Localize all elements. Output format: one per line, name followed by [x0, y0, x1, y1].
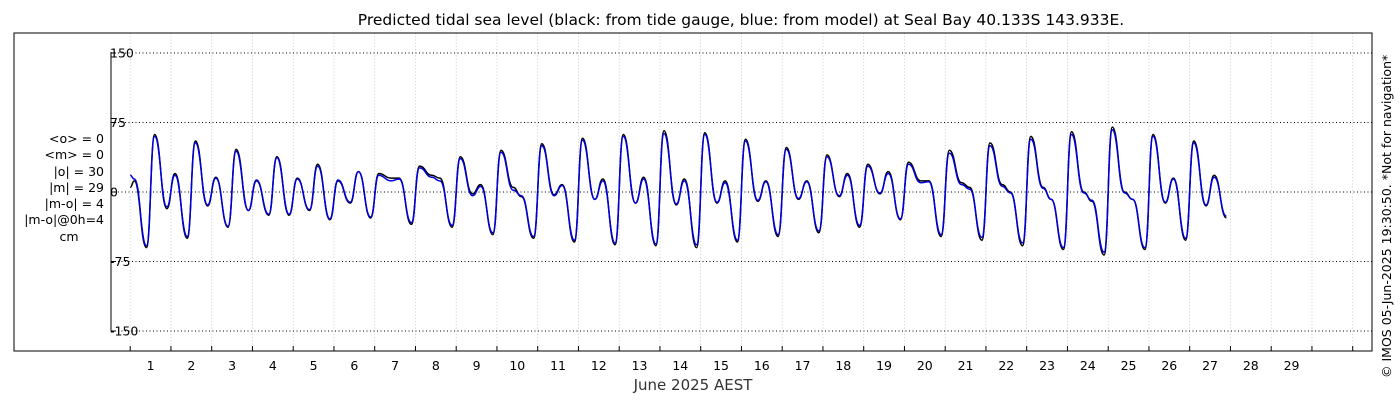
- x-tick-label: 13: [632, 358, 648, 373]
- stat-mean-observed: <o> = 0: [49, 131, 104, 146]
- x-tick-label: 23: [1039, 358, 1055, 373]
- x-tick-label: 8: [432, 358, 440, 373]
- x-tick-label: 12: [591, 358, 607, 373]
- stat-abs-diff-0h: |m-o|@0h=4: [24, 212, 104, 228]
- y-tick-label: 150: [110, 46, 134, 61]
- x-tick-label: 11: [550, 358, 566, 373]
- x-tick-label: 24: [1080, 358, 1096, 373]
- chart-title: Predicted tidal sea level (black: from t…: [358, 11, 1124, 29]
- y-tick-label: 75: [110, 115, 126, 130]
- x-tick-label: 1: [147, 358, 155, 373]
- x-tick-label: 25: [1121, 358, 1137, 373]
- x-tick-label: 22: [998, 358, 1014, 373]
- x-tick-label: 2: [187, 358, 195, 373]
- stat-mean-model: <m> = 0: [44, 147, 105, 163]
- x-tick-label: 14: [672, 358, 688, 373]
- stat-abs-diff: |m-o| = 4: [44, 196, 104, 212]
- y-tick-label: 0: [110, 185, 118, 200]
- x-tick-label: 15: [713, 358, 729, 373]
- y-tick-label: -150: [110, 324, 138, 339]
- x-tick-label: 18: [835, 358, 851, 373]
- y-tick-label: -75: [110, 254, 130, 269]
- x-axis: 1 2 3 4 5 6 7 8 9 10 11 12 13 14 15 16 17 18 19 20 21 22 23 24 2…: [129, 346, 1354, 373]
- x-tick-label: 21: [958, 358, 974, 373]
- stat-abs-observed: |o| = 30: [53, 163, 104, 179]
- x-tick-label: 19: [876, 358, 892, 373]
- x-tick-label: 6: [350, 358, 358, 373]
- x-tick-label: 16: [754, 358, 770, 373]
- model-series-line: [130, 129, 1228, 253]
- y-axis: 150 75 0 -75 -150: [110, 46, 138, 339]
- x-tick-label: 26: [1161, 358, 1177, 373]
- x-tick-label: 29: [1284, 358, 1300, 373]
- x-tick-label: 5: [310, 358, 318, 373]
- stat-unit: cm: [59, 228, 79, 244]
- x-tick-label: 4: [269, 358, 277, 373]
- x-tick-label: 7: [391, 358, 399, 373]
- x-tick-label: 20: [917, 358, 933, 373]
- copyright-note: © IMOS 05-Jun-2025 19:30:50. *Not for na…: [1379, 55, 1394, 378]
- x-tick-label: 10: [509, 358, 525, 373]
- plot-frame: [13, 32, 1373, 352]
- x-tick-label: 9: [473, 358, 481, 373]
- x-tick-label: 28: [1243, 358, 1259, 373]
- x-tick-label: 27: [1202, 358, 1218, 373]
- x-tick-label: 3: [228, 358, 236, 373]
- stats-panel: <o> = 0 <m> = 0 |o| = 30 |m| = 29 |m-o| …: [20, 131, 104, 245]
- x-axis-label: June 2025 AEST: [633, 376, 754, 394]
- series-group: [129, 126, 1228, 256]
- stat-abs-model: |m| = 29: [49, 179, 104, 195]
- x-tick-label: 17: [795, 358, 811, 373]
